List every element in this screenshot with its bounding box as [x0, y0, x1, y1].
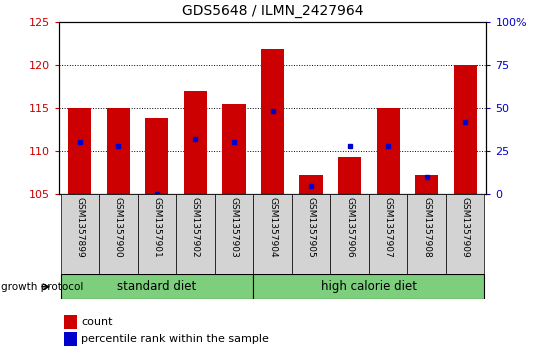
- Bar: [338, 157, 361, 194]
- Bar: [64, 315, 77, 329]
- Bar: [253, 274, 485, 299]
- Bar: [377, 108, 400, 194]
- Bar: [446, 194, 485, 274]
- Text: GSM1357909: GSM1357909: [461, 197, 470, 257]
- Bar: [138, 194, 176, 274]
- Text: GSM1357900: GSM1357900: [114, 197, 123, 257]
- Text: GSM1357906: GSM1357906: [345, 197, 354, 257]
- Text: standard diet: standard diet: [117, 280, 197, 293]
- Text: GSM1357904: GSM1357904: [268, 197, 277, 257]
- Bar: [60, 274, 253, 299]
- Bar: [453, 65, 477, 194]
- Bar: [261, 49, 284, 194]
- Bar: [64, 332, 77, 346]
- Text: GSM1357907: GSM1357907: [383, 197, 392, 257]
- Bar: [415, 175, 438, 194]
- Bar: [330, 194, 369, 274]
- Text: percentile rank within the sample: percentile rank within the sample: [81, 334, 269, 344]
- Bar: [222, 104, 245, 194]
- Bar: [99, 194, 138, 274]
- Bar: [215, 194, 253, 274]
- Text: GSM1357899: GSM1357899: [75, 197, 84, 257]
- Bar: [176, 194, 215, 274]
- Text: GSM1357908: GSM1357908: [422, 197, 431, 257]
- Text: GSM1357903: GSM1357903: [230, 197, 239, 257]
- Bar: [300, 175, 323, 194]
- Bar: [408, 194, 446, 274]
- Text: GSM1357901: GSM1357901: [153, 197, 162, 257]
- Text: growth protocol: growth protocol: [1, 282, 83, 292]
- Bar: [253, 194, 292, 274]
- Text: high calorie diet: high calorie diet: [321, 280, 417, 293]
- Text: GSM1357902: GSM1357902: [191, 197, 200, 257]
- Text: GSM1357905: GSM1357905: [306, 197, 315, 257]
- Bar: [369, 194, 408, 274]
- Bar: [107, 108, 130, 194]
- Bar: [292, 194, 330, 274]
- Bar: [60, 194, 99, 274]
- Bar: [68, 108, 92, 194]
- Bar: [145, 118, 168, 194]
- Text: count: count: [81, 317, 112, 327]
- Bar: [184, 91, 207, 194]
- Title: GDS5648 / ILMN_2427964: GDS5648 / ILMN_2427964: [182, 4, 363, 18]
